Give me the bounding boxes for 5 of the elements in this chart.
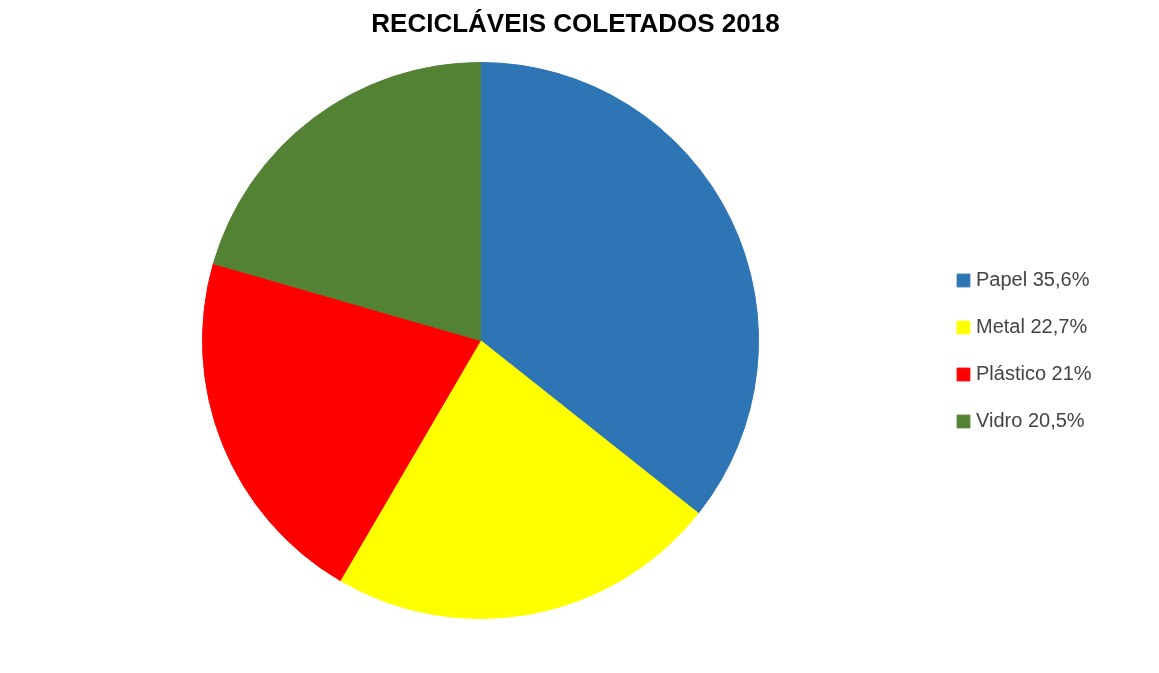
legend-label: Vidro 20,5% [976, 409, 1085, 432]
chart-title: RECICLÁVEIS COLETADOS 2018 [371, 7, 780, 38]
legend-label: Metal 22,7% [976, 315, 1088, 338]
legend-label: Papel 35,6% [976, 268, 1090, 291]
legend-label: Plástico 21% [976, 362, 1092, 385]
